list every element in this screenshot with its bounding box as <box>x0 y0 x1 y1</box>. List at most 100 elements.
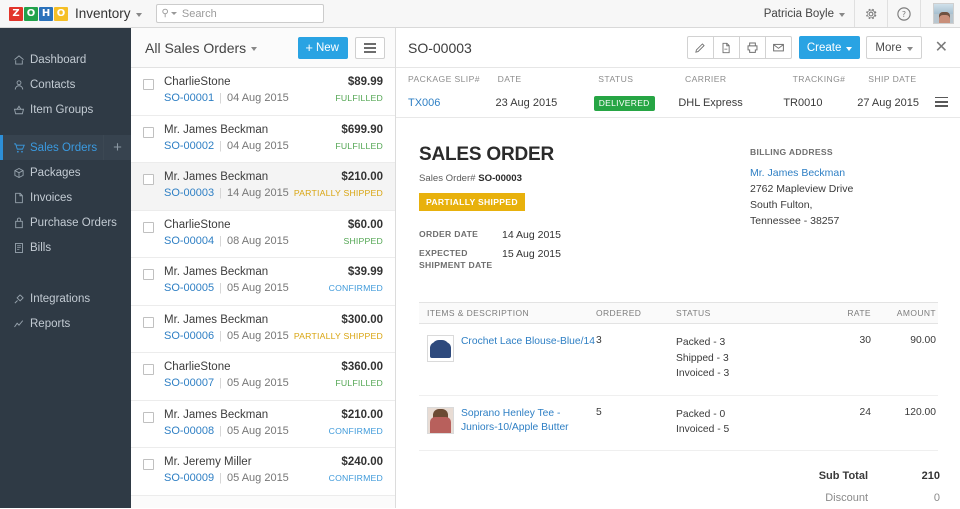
order-date-value: 14 Aug 2015 <box>502 229 561 241</box>
list-item[interactable]: Mr. James Beckman SO-00002 | 04 Aug 2015… <box>131 115 395 163</box>
order-number[interactable]: SO-00009 <box>164 472 215 484</box>
expected-date-value: 15 Aug 2015 <box>502 248 561 260</box>
list-item[interactable]: CharlieStone SO-00007 | 05 Aug 2015 $360… <box>131 353 395 401</box>
list-item[interactable]: Mr. James Beckman SO-00008 | 05 Aug 2015… <box>131 400 395 448</box>
customer-name: Mr. James Beckman <box>164 313 269 326</box>
detail-header: SO-00003 <box>396 28 960 68</box>
user-menu-chevron-down-icon[interactable] <box>839 12 845 17</box>
billing-customer-name[interactable]: Mr. James Beckman <box>750 167 846 179</box>
logo-letter-z: Z <box>9 6 23 21</box>
row-checkbox[interactable] <box>143 364 154 375</box>
row-right: $210.00 CONFIRMED <box>329 409 383 448</box>
order-number[interactable]: SO-00003 <box>164 187 215 199</box>
order-number[interactable]: SO-00006 <box>164 329 215 342</box>
sidebar-item-item-groups[interactable]: Item Groups <box>0 97 131 122</box>
sidebar-item-bills[interactable]: Bills <box>0 235 131 260</box>
list-filter-chevron-down-icon[interactable] <box>251 46 258 51</box>
line-item-name[interactable]: Crochet Lace Blouse-Blue/14 <box>461 336 595 348</box>
customer-name: Mr. Jeremy Miller <box>164 456 252 468</box>
order-number[interactable]: SO-00005 <box>164 282 215 294</box>
create-button[interactable]: Create <box>798 36 861 59</box>
sidebar-add-sales-order-button[interactable]: + <box>103 135 131 160</box>
list-title[interactable]: All Sales Orders <box>145 39 247 56</box>
list-item[interactable]: Mr. James Beckman SO-00005 | 05 Aug 2015… <box>131 258 395 306</box>
row-main: CharlieStone SO-00004 | 08 Aug 2015 <box>154 219 289 258</box>
help-circle-icon[interactable]: ? <box>897 6 911 21</box>
sidebar-item-sales-orders[interactable]: Sales Orders + <box>0 135 131 160</box>
list-item[interactable]: Mr. Jeremy Miller SO-00009 | 05 Aug 2015… <box>131 448 395 496</box>
row-main: Mr. Jeremy Miller SO-00009 | 05 Aug 2015 <box>154 456 289 495</box>
line-item-ordered: 3 <box>596 335 602 347</box>
list-item[interactable]: CharlieStone SO-00001 | 04 Aug 2015 $89.… <box>131 68 395 116</box>
sales-orders-list[interactable]: CharlieStone SO-00001 | 04 Aug 2015 $89.… <box>131 68 395 508</box>
order-date: 05 Aug 2015 <box>227 472 289 484</box>
search-scope-chevron-down-icon[interactable] <box>170 12 177 15</box>
row-sub: SO-00002 | 04 Aug 2015 <box>164 140 289 152</box>
sales-order-detail-panel: SO-00003 <box>396 28 960 508</box>
more-button[interactable]: More <box>866 36 922 59</box>
row-right: $360.00 FULFILLED <box>335 361 383 400</box>
customer-name: CharlieStone <box>164 76 231 88</box>
search-box[interactable]: ⚲ <box>155 4 324 23</box>
app-switcher-chevron-down-icon[interactable] <box>135 12 142 17</box>
avatar[interactable] <box>933 3 954 24</box>
order-amount: $210.00 <box>341 171 383 183</box>
order-number[interactable]: SO-00008 <box>164 424 215 437</box>
sidebar-item-reports[interactable]: Reports <box>0 311 131 336</box>
order-number[interactable]: SO-00004 <box>164 234 215 247</box>
create-button-label: Create <box>806 41 842 54</box>
order-date: 05 Aug 2015 <box>227 377 289 389</box>
sidebar-item-purchase-orders[interactable]: Purchase Orders <box>0 210 131 235</box>
row-sub: SO-00007 | 05 Aug 2015 <box>164 377 289 389</box>
package-slip-row[interactable]: TX006 23 Aug 2015 DELIVERED DHL Express … <box>396 89 960 117</box>
order-number[interactable]: SO-00002 <box>164 139 215 152</box>
brand-area[interactable]: Z O H O Inventory <box>0 6 142 21</box>
sidebar-item-integrations[interactable]: Integrations <box>0 286 131 311</box>
package-row-menu-button[interactable] <box>935 96 948 110</box>
row-checkbox[interactable] <box>143 174 154 185</box>
subtotal-value: 210 <box>921 470 940 483</box>
close-icon[interactable]: ✕ <box>934 38 948 56</box>
detail-toolbar: Create More ✕ <box>686 36 951 59</box>
sidebar-item-contacts[interactable]: Contacts <box>0 72 131 97</box>
gear-icon[interactable] <box>864 7 878 21</box>
divider-2 <box>887 0 888 27</box>
row-right: $699.90 FULFILLED <box>335 124 383 163</box>
status-line: Packed - 3 <box>676 337 726 349</box>
row-checkbox[interactable] <box>143 459 154 470</box>
row-checkbox[interactable] <box>143 269 154 280</box>
status-badge: FULFILLED <box>335 93 383 103</box>
pdf-button[interactable] <box>712 36 740 59</box>
sidebar-item-dashboard[interactable]: Dashboard <box>0 47 131 72</box>
list-item[interactable]: CharlieStone SO-00004 | 08 Aug 2015 $60.… <box>131 210 395 258</box>
order-number[interactable]: SO-00007 <box>164 377 215 389</box>
divider-3 <box>920 0 921 27</box>
order-amount: $240.00 <box>341 456 383 468</box>
email-button[interactable] <box>764 36 792 59</box>
sidebar-label-item-groups: Item Groups <box>30 103 94 116</box>
list-item[interactable]: Mr. James Beckman SO-00006 | 05 Aug 2015… <box>131 305 395 353</box>
new-sales-order-button[interactable]: + New <box>298 36 348 59</box>
search-input[interactable] <box>181 7 318 20</box>
row-checkbox[interactable] <box>143 316 154 328</box>
row-checkbox[interactable] <box>143 79 154 90</box>
user-name-label[interactable]: Patricia Boyle <box>763 7 834 20</box>
sidebar-item-packages[interactable]: Packages <box>0 160 131 185</box>
more-button-label: More <box>875 41 902 54</box>
line-items-table: ITEMS & DESCRIPTION ORDERED STATUS RATE … <box>419 302 938 452</box>
list-view-options-button[interactable] <box>355 36 385 59</box>
sidebar-item-invoices[interactable]: Invoices <box>0 185 131 210</box>
list-item[interactable]: Mr. James Beckman SO-00003 | 14 Aug 2015… <box>131 163 395 211</box>
row-checkbox[interactable] <box>143 221 154 233</box>
order-number[interactable]: SO-00001 <box>164 92 215 104</box>
print-button[interactable] <box>738 36 766 59</box>
document-order-number: Sales Order# SO-00003 <box>419 173 561 184</box>
order-date-label: ORDER DATE <box>419 229 479 239</box>
discount-label: Discount <box>825 492 868 505</box>
row-checkbox[interactable] <box>143 411 154 423</box>
row-checkbox[interactable] <box>143 126 154 138</box>
edit-button[interactable] <box>686 36 714 59</box>
col-date: DATE <box>497 73 522 84</box>
package-slip-number[interactable]: TX006 <box>408 97 441 109</box>
line-item-name[interactable]: Soprano Henley Tee - Juniors-10/Apple Bu… <box>461 407 569 434</box>
